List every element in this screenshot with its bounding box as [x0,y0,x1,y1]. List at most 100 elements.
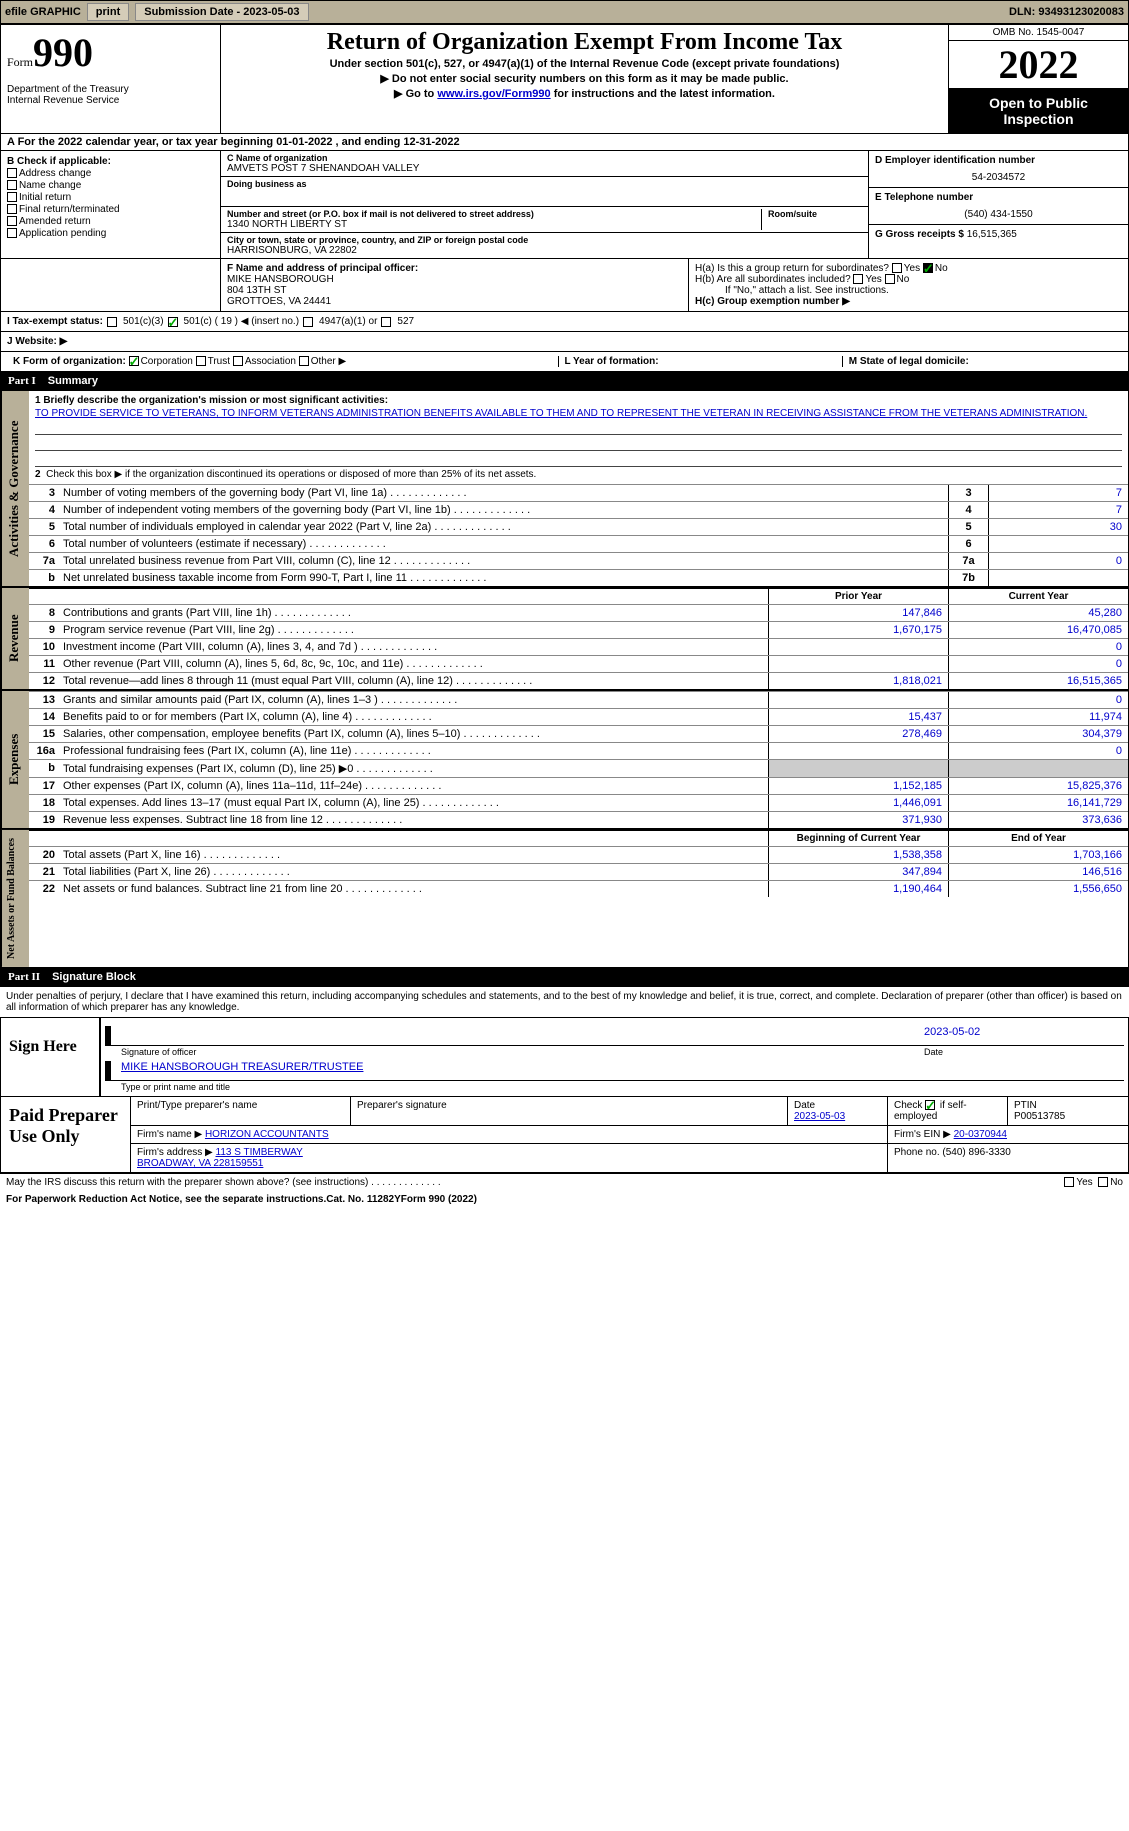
gov-section: Activities & Governance 1 Briefly descri… [0,390,1129,587]
subtitle-3: ▶ Go to www.irs.gov/Form990 for instruct… [229,87,940,100]
net-section: Net Assets or Fund Balances Beginning of… [0,829,1129,968]
line-9: 9Program service revenue (Part VIII, lin… [29,621,1128,638]
check-address[interactable]: Address change [7,168,214,179]
check-pending[interactable]: Application pending [7,228,214,239]
officer-label: F Name and address of principal officer: [227,263,682,274]
ein-label: D Employer identification number [875,155,1122,166]
line-18: 18Total expenses. Add lines 13–17 (must … [29,794,1128,811]
dept-label: Department of the Treasury Internal Reve… [7,84,214,106]
self-emp-check[interactable] [925,1100,935,1110]
vtab-governance: Activities & Governance [1,391,29,586]
year-formation: L Year of formation: [558,356,838,367]
city-state-zip: HARRISONBURG, VA 22802 [227,245,862,256]
mission-text: TO PROVIDE SERVICE TO VETERANS, TO INFOR… [35,408,1122,419]
check-initial[interactable]: Initial return [7,192,214,203]
cat-no: Cat. No. 11282Y [326,1194,400,1205]
line-10: 10Investment income (Part VIII, column (… [29,638,1128,655]
vtab-revenue: Revenue [1,588,29,689]
ts-501c[interactable] [168,317,178,327]
footer-line: For Paperwork Reduction Act Notice, see … [0,1191,1129,1208]
tax-year: 2022 [949,41,1128,89]
current-year-header: Current Year [948,589,1128,604]
org-name: AMVETS POST 7 SHENANDOAH VALLEY [227,163,862,174]
form-number: Form990 [7,29,214,76]
sign-here-block: Sign Here 2023-05-02 Signature of office… [0,1017,1129,1097]
ts-4947[interactable] [303,317,313,327]
end-year-header: End of Year [948,831,1128,846]
line-5: 5Total number of individuals employed in… [29,518,1128,535]
q2-row: 2 Check this box ▶ if the organization d… [35,469,1122,480]
fo-assoc[interactable] [233,356,243,366]
line-6: 6Total number of volunteers (estimate if… [29,535,1128,552]
preparer-block: Paid Preparer Use Only Print/Type prepar… [0,1097,1129,1173]
prep-date: 2023-05-03 [794,1111,845,1122]
ha-no[interactable] [923,263,933,273]
fo-other[interactable] [299,356,309,366]
prep-name-label: Print/Type preparer's name [131,1097,351,1125]
prior-year-header: Prior Year [768,589,948,604]
addr-label: Number and street (or P.O. box if mail i… [227,209,761,219]
ha-yes[interactable] [892,263,902,273]
room-label: Room/suite [768,209,862,219]
irs-link[interactable]: www.irs.gov/Form990 [437,88,550,100]
col-b-label: B Check if applicable: [7,156,214,167]
city-label: City or town, state or province, country… [227,235,862,245]
dln-label: DLN: 93493123020083 [1009,6,1124,18]
sign-here-label: Sign Here [1,1018,101,1096]
self-employed: Check if self-employed [888,1097,1008,1125]
prep-sig-label: Preparer's signature [351,1097,788,1125]
gross-value: 16,515,365 [967,229,1017,240]
hb-no[interactable] [885,274,895,284]
line-15: 15Salaries, other compensation, employee… [29,725,1128,742]
line-21: 21Total liabilities (Part X, line 26) 34… [29,863,1128,880]
fo-corp[interactable] [129,356,139,366]
officer-addr2: GROTTOES, VA 24441 [227,296,682,307]
submission-date-button[interactable]: Submission Date - 2023-05-03 [135,3,308,21]
efile-label: efile GRAPHIC [5,6,81,18]
omb-number: OMB No. 1545-0047 [949,25,1128,41]
subtitle-2: ▶ Do not enter social security numbers o… [229,72,940,85]
line-19: 19Revenue less expenses. Subtract line 1… [29,811,1128,828]
line-13: 13Grants and similar amounts paid (Part … [29,691,1128,708]
check-final[interactable]: Final return/terminated [7,204,214,215]
ein-value: 54-2034572 [875,172,1122,183]
officer-row: F Name and address of principal officer:… [0,259,1129,312]
check-name[interactable]: Name change [7,180,214,191]
sig-declaration: Under penalties of perjury, I declare th… [0,986,1129,1017]
line-17: 17Other expenses (Part IX, column (A), l… [29,777,1128,794]
discuss-yes[interactable] [1064,1177,1074,1187]
print-button[interactable]: print [87,3,129,21]
phone-label: E Telephone number [875,192,1122,203]
hb-row: H(b) Are all subordinates included? Yes … [695,274,1122,285]
street-address: 1340 NORTH LIBERTY ST [227,219,761,230]
check-amended[interactable]: Amended return [7,216,214,227]
line-12: 12Total revenue—add lines 8 through 11 (… [29,672,1128,689]
ptin-value: P00513785 [1014,1111,1065,1122]
officer-name: MIKE HANSBOROUGH [227,274,682,285]
fo-trust[interactable] [196,356,206,366]
firm-ein: 20-0370944 [954,1129,1007,1140]
line-22: 22Net assets or fund balances. Subtract … [29,880,1128,897]
line-8: 8Contributions and grants (Part VIII, li… [29,604,1128,621]
expenses-section: Expenses 13Grants and similar amounts pa… [0,690,1129,829]
ha-row: H(a) Is this a group return for subordin… [695,263,1122,274]
line-16a: 16aProfessional fundraising fees (Part I… [29,742,1128,759]
discuss-no[interactable] [1098,1177,1108,1187]
ts-501c3[interactable] [107,317,117,327]
subtitle-1: Under section 501(c), 527, or 4947(a)(1)… [229,58,940,70]
ts-527[interactable] [381,317,391,327]
top-bar: efile GRAPHIC print Submission Date - 20… [0,0,1129,24]
line-7a: 7aTotal unrelated business revenue from … [29,552,1128,569]
form-title: Return of Organization Exempt From Incom… [229,29,940,56]
vtab-expenses: Expenses [1,691,29,828]
line-11: 11Other revenue (Part VIII, column (A), … [29,655,1128,672]
hb-yes[interactable] [853,274,863,284]
form-footer: Form 990 (2022) [401,1194,477,1205]
line-3: 3Number of voting members of the governi… [29,484,1128,501]
form-org-row: K Form of organization: Corporation Trus… [0,352,1129,372]
dba-label: Doing business as [227,179,862,189]
open-to-public: Open to Public Inspection [949,89,1128,133]
paperwork-notice: For Paperwork Reduction Act Notice, see … [6,1194,326,1205]
line-b: bTotal fundraising expenses (Part IX, co… [29,759,1128,777]
printed-label: Type or print name and title [105,1082,1124,1092]
